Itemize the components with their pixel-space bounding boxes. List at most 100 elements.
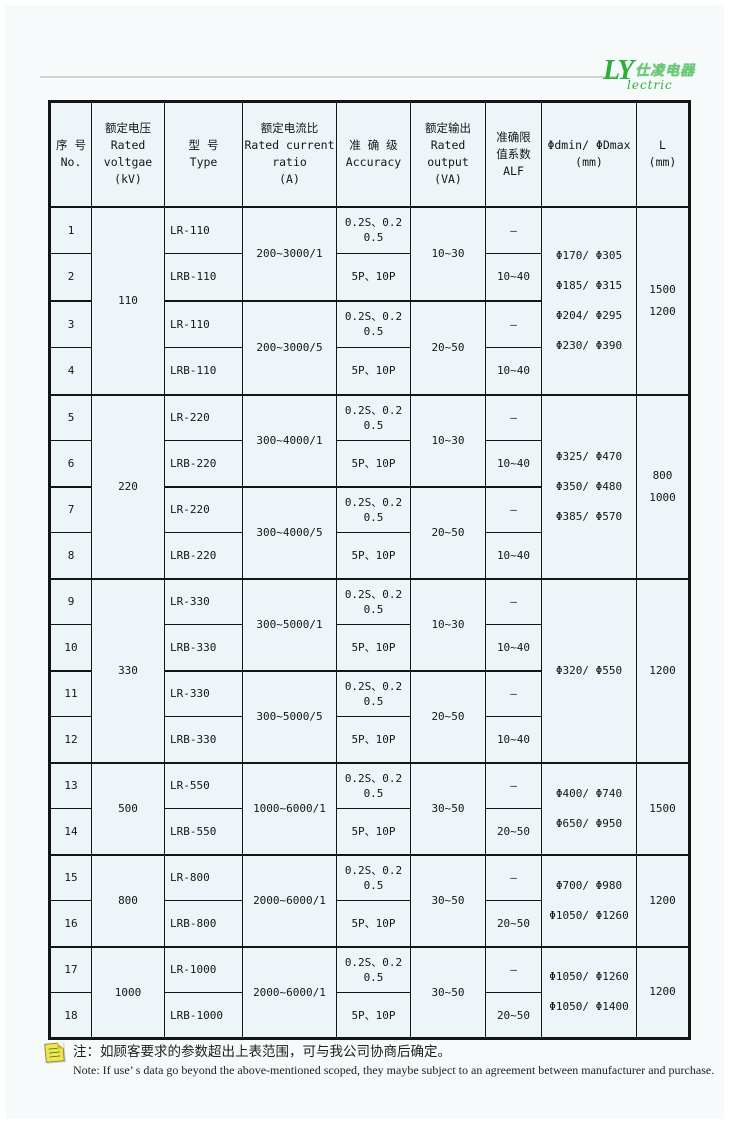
cell-l: 1500 1200 <box>636 206 690 395</box>
cell-output: 20~50 <box>410 299 486 395</box>
cell-ratio: 300~4000/5 <box>242 485 337 579</box>
table-row: 12 LRB-330 5P、10P 10~40 <box>49 716 690 763</box>
cell-no: 1 <box>49 206 92 254</box>
cell-type: LRB-330 <box>164 624 243 671</box>
cell-alf: 10~40 <box>485 440 542 487</box>
cell-accuracy: 5P、10P <box>336 624 411 671</box>
cell-alf: — <box>485 299 542 348</box>
table-row: 9 330 LR-330 300~5000/1 0.2S、0.2 0.5 10~30— Φ3… <box>49 577 690 763</box>
table-row: 13 500 LR-550 1000~6000/1 0.2S、0.2 0.5 30~50—… <box>49 761 690 855</box>
cell-type: LR-800 <box>164 853 243 901</box>
cell-type: LRB-110 <box>164 253 243 301</box>
cell-type: LRB-330 <box>164 716 243 763</box>
cell-output: 20~50 <box>410 669 486 763</box>
cell-type: LR-110 <box>164 299 243 348</box>
cell-type: LR-110 <box>164 206 243 254</box>
cell-alf: — <box>485 206 542 254</box>
cell-accuracy: 0.2S、0.2 0.5 <box>336 945 411 993</box>
cell-type: LR-550 <box>164 761 243 809</box>
footer-note-chinese: 注：如顾客要求的参数超出上表范围，可与我公司协商后确定。 <box>73 1044 451 1060</box>
cell-ratio: 2000~6000/1 <box>242 853 337 947</box>
note-icon <box>44 1042 65 1063</box>
cell-type: LR-330 <box>164 577 243 625</box>
cell-accuracy: 5P、10P <box>336 440 411 487</box>
cell-no: 15 <box>49 853 92 901</box>
cell-no: 11 <box>49 669 92 717</box>
cell-no: 6 <box>49 440 92 487</box>
cell-accuracy: 5P、10P <box>336 992 411 1039</box>
cell-accuracy: 5P、10P <box>336 253 411 301</box>
footer-note-english: Note: If use’ s data go beyond the above… <box>73 1063 715 1077</box>
cell-ratio: 1000~6000/1 <box>242 761 337 855</box>
cell-alf: — <box>485 669 542 717</box>
cell-accuracy: 5P、10P <box>336 900 411 947</box>
cell-accuracy: 0.2S、0.2 0.5 <box>336 206 411 254</box>
table-row: 5 220 LR-220 300~4000/1 0.2S、0.2 0.5 10~30— Φ3… <box>49 393 690 579</box>
cell-ratio: 300~5000/1 <box>242 577 337 671</box>
col-header-accuracy: 准 确 级 Accuracy <box>336 101 411 207</box>
cell-voltage: 500 <box>91 761 165 855</box>
cell-alf: — <box>485 393 542 441</box>
logo-chinese-text: 仕凌电器 <box>635 63 696 79</box>
table-row: 16 LRB-800 5P、10P 20~50 <box>49 900 690 947</box>
col-header-alf: 准确限 值系数 ALF <box>485 101 542 207</box>
cell-output: 20~50 <box>410 485 486 579</box>
cell-type: LRB-800 <box>164 900 243 947</box>
cell-alf: 10~40 <box>485 253 542 301</box>
cell-alf: 10~40 <box>485 624 542 671</box>
logo-latin-text: LY <box>603 55 634 86</box>
cell-no: 4 <box>49 347 92 395</box>
cell-no: 16 <box>49 900 92 947</box>
col-header-phi: Φdmin/ ΦDmax (mm) <box>541 101 637 207</box>
col-header-voltage: 额定电压 Rated voltgae (kV) <box>91 101 165 207</box>
spec-table: 序 号 No. 额定电压 Rated voltgae (kV) 型 号 Type… <box>48 100 691 1040</box>
cell-no: 10 <box>49 624 92 671</box>
cell-output: 30~50 <box>410 945 486 1039</box>
cell-accuracy: 0.2S、0.2 0.5 <box>336 669 411 717</box>
cell-alf: 20~50 <box>485 992 542 1039</box>
col-header-output: 额定输出 Rated output (VA) <box>410 101 486 207</box>
footer-note-text: 注：如顾客要求的参数超出上表范围，可与我公司协商后确定。 Note: If us… <box>73 1040 714 1078</box>
col-header-no: 序 号 No. <box>49 101 92 207</box>
table-row: 15 800 LR-800 2000~6000/1 0.2S、0.2 0.5 30~50—… <box>49 853 690 947</box>
cell-phi: Φ400/ Φ740 Φ650/ Φ950 <box>541 761 637 855</box>
header-row: 序 号 No. 额定电压 Rated voltgae (kV) 型 号 Type… <box>49 101 690 207</box>
cell-voltage: 110 <box>91 206 165 395</box>
col-header-ratio: 额定电流比 Rated current ratio (A) <box>242 101 337 207</box>
logo-script-text: lectric <box>627 78 673 92</box>
cell-phi: Φ700/ Φ980 Φ1050/ Φ1260 <box>541 853 637 947</box>
cell-output: 10~30 <box>410 393 486 487</box>
cell-ratio: 200~3000/5 <box>242 299 337 395</box>
cell-alf: 10~40 <box>485 716 542 763</box>
cell-type: LRB-110 <box>164 347 243 395</box>
table-row: 10 LRB-330 5P、10P 10~40 <box>49 624 690 671</box>
cell-no: 12 <box>49 716 92 763</box>
table-row: 1 110 LR-110 200~3000/1 0.2S、0.2 0.5 10~30— Φ1… <box>49 206 690 395</box>
cell-no: 3 <box>49 299 92 348</box>
cell-alf: 20~50 <box>485 900 542 947</box>
cell-l: 1200 <box>636 853 690 947</box>
cell-l: 1500 <box>636 761 690 855</box>
cell-voltage: 1000 <box>91 945 165 1039</box>
cell-no: 17 <box>49 945 92 993</box>
cell-accuracy: 0.2S、0.2 0.5 <box>336 485 411 533</box>
cell-accuracy: 5P、10P <box>336 347 411 395</box>
cell-no: 13 <box>49 761 92 809</box>
col-header-type: 型 号 Type <box>164 101 243 207</box>
cell-l: 1200 <box>636 577 690 763</box>
cell-output: 30~50 <box>410 761 486 855</box>
cell-phi: Φ1050/ Φ1260 Φ1050/ Φ1400 <box>541 945 637 1039</box>
cell-alf: — <box>485 485 542 533</box>
cell-phi: Φ320/ Φ550 <box>541 577 637 763</box>
table-row: 18 LRB-1000 5P、10P 20~50 <box>49 992 690 1039</box>
cell-type: LRB-220 <box>164 440 243 487</box>
cell-l: 800 1000 <box>636 393 690 579</box>
table-row: 17 1000 LR-1000 2000~6000/1 0.2S、0.2 0.5 30~5… <box>49 945 690 1039</box>
cell-alf: — <box>485 945 542 993</box>
cell-output: 10~30 <box>410 206 486 301</box>
cell-phi: Φ325/ Φ470 Φ350/ Φ480 Φ385/ Φ570 <box>541 393 637 579</box>
company-logo: LY 仕凌电器 lectric <box>603 55 728 92</box>
cell-accuracy: 0.2S、0.2 0.5 <box>336 299 411 348</box>
cell-accuracy: 0.2S、0.2 0.5 <box>336 577 411 625</box>
cell-ratio: 300~5000/5 <box>242 669 337 763</box>
